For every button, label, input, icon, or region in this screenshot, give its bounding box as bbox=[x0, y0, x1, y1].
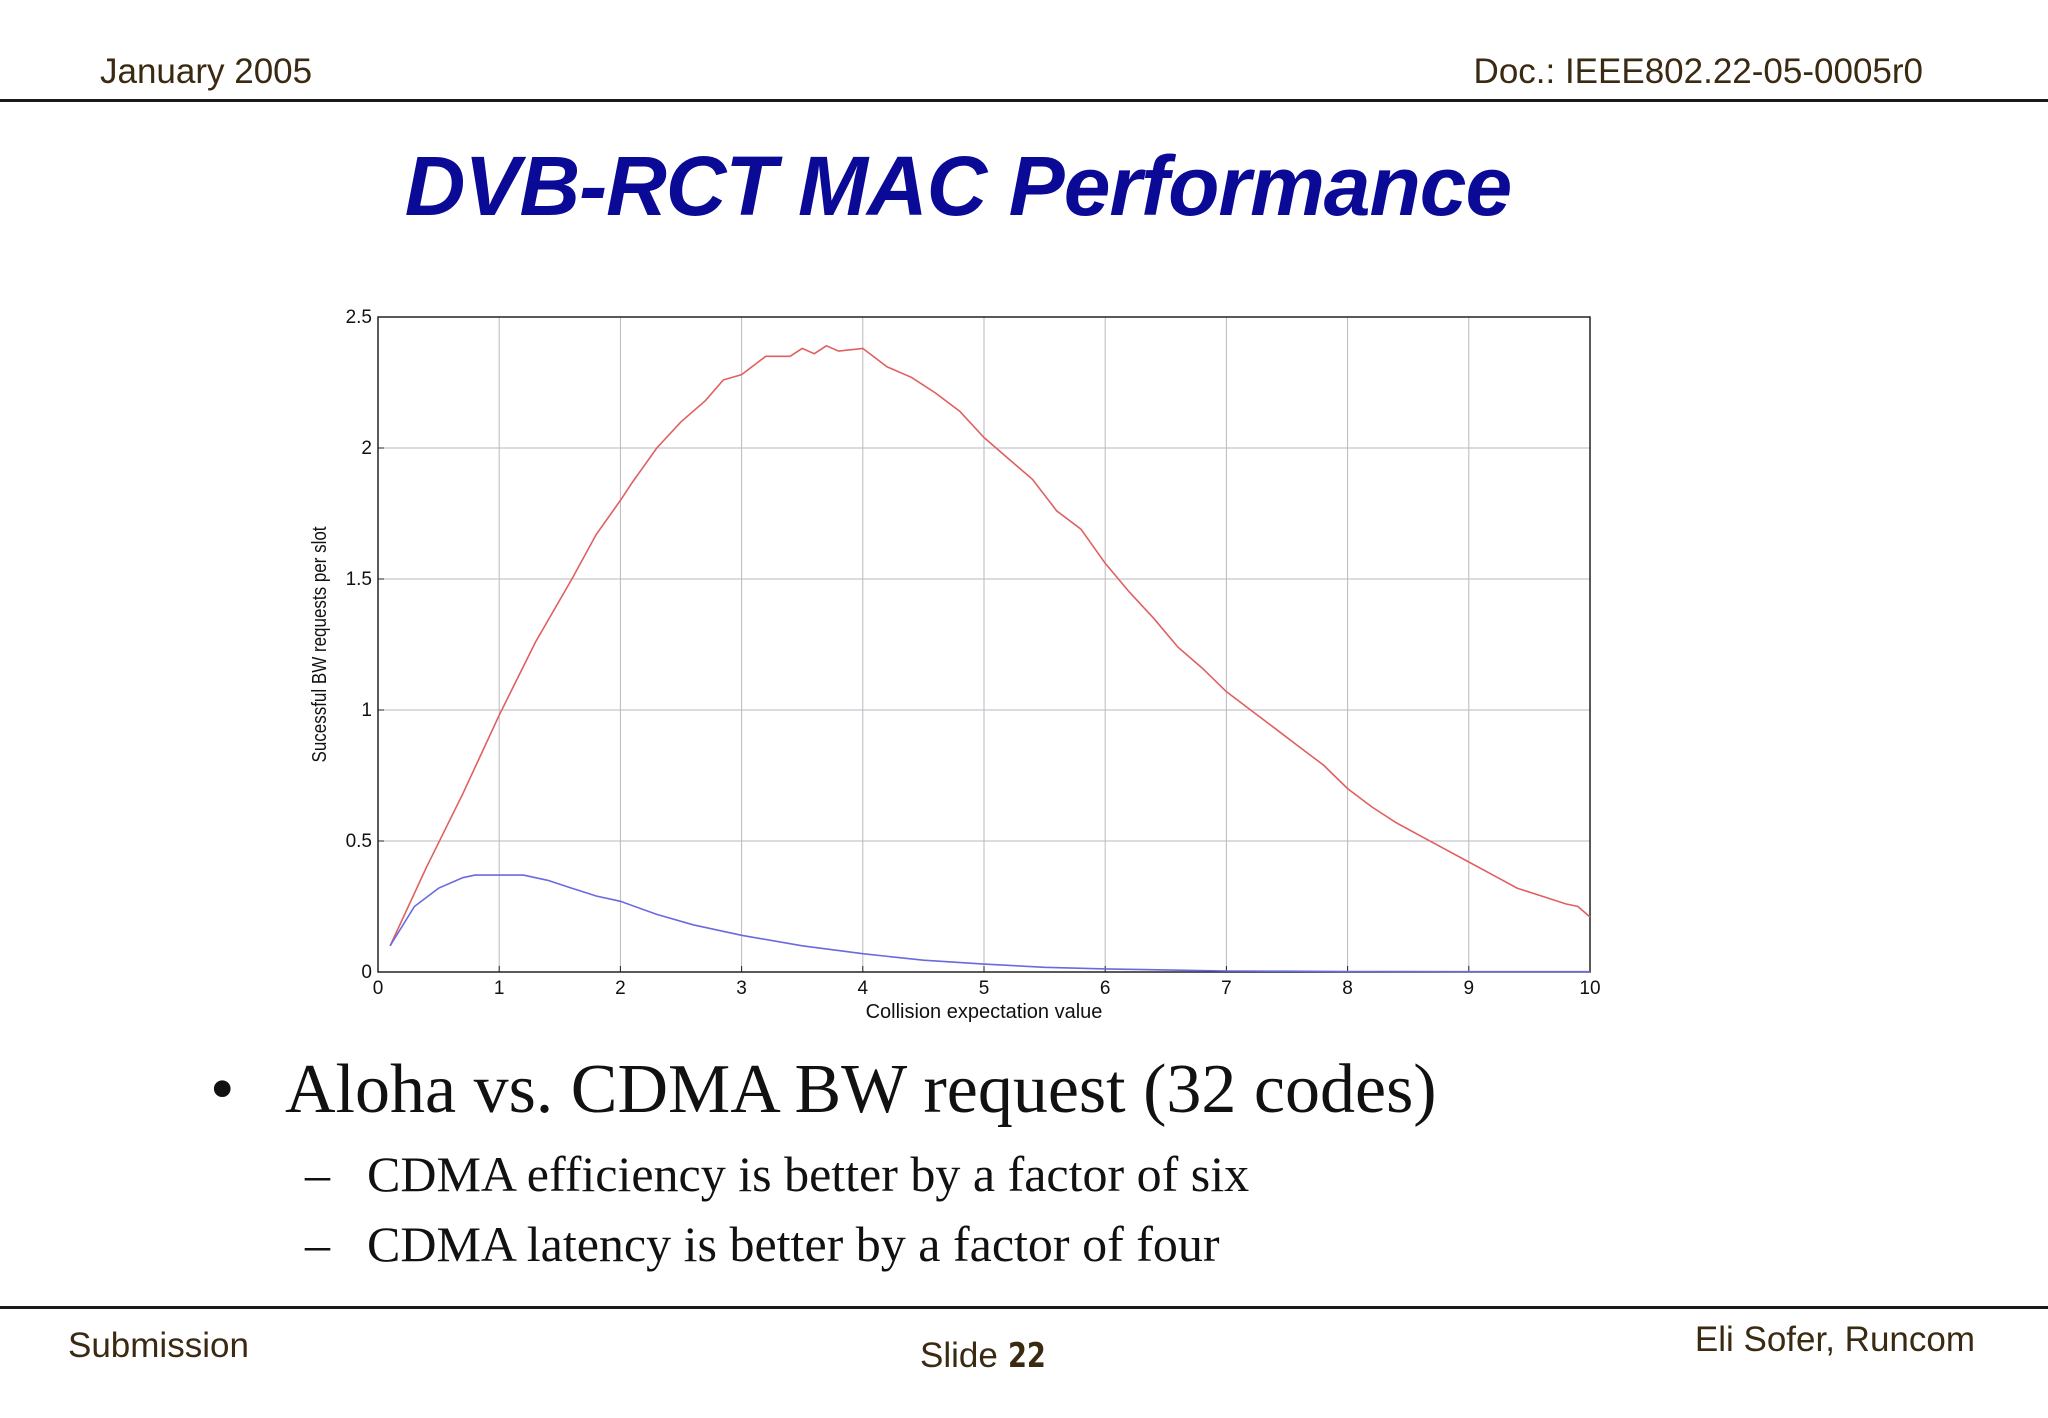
footer-author: Eli Sofer, Runcom bbox=[1694, 1320, 1975, 1359]
footer-slide: Slide 22 bbox=[920, 1336, 1055, 1376]
sub-bullet-1-text: CDMA efficiency is better by a factor of… bbox=[367, 1146, 1250, 1202]
x-tick-label: 5 bbox=[979, 978, 990, 999]
y-tick-label: 1.5 bbox=[346, 569, 372, 590]
x-tick-label: 6 bbox=[1100, 978, 1111, 999]
x-tick-label: 4 bbox=[858, 978, 869, 999]
footer-rule bbox=[0, 1306, 2048, 1309]
y-tick-label: 0.5 bbox=[346, 831, 372, 852]
main-bullet-text: Aloha vs. CDMA BW request (32 codes) bbox=[285, 1051, 1437, 1128]
header-doc-id: Doc.: IEEE802.22-05-0005r0 bbox=[1473, 52, 1923, 91]
sub-bullet-2-text: CDMA latency is better by a factor of fo… bbox=[367, 1216, 1220, 1272]
x-tick-label: 9 bbox=[1464, 978, 1475, 999]
x-tick-label: 3 bbox=[736, 978, 747, 999]
slide-label: Slide bbox=[920, 1336, 998, 1375]
slide-title: DVB-RCT MAC Performance bbox=[404, 139, 1513, 233]
bullet-dot: • bbox=[210, 1051, 235, 1128]
y-tick-label: 2.5 bbox=[346, 307, 372, 328]
sub-bullet-dash: – bbox=[305, 1146, 330, 1202]
y-tick-label: 0 bbox=[361, 962, 372, 983]
sub-bullet-dash: – bbox=[305, 1216, 330, 1272]
x-tick-label: 0 bbox=[373, 978, 384, 999]
series-line-0 bbox=[389, 344, 1591, 947]
series-line-1 bbox=[389, 874, 1590, 973]
slide-number: 22 bbox=[1007, 1336, 1046, 1376]
x-tick-label: 7 bbox=[1221, 978, 1232, 999]
footer-submission: Submission bbox=[68, 1326, 249, 1365]
x-tick-label: 8 bbox=[1342, 978, 1353, 999]
x-tick-label: 10 bbox=[1579, 978, 1600, 999]
x-tick-label: 2 bbox=[615, 978, 626, 999]
y-axis-label: Sucessful BW requests per slot bbox=[308, 526, 331, 763]
x-axis-label: Collision expectation value bbox=[866, 1001, 1103, 1023]
header-rule bbox=[0, 99, 2048, 102]
y-tick-label: 2 bbox=[361, 438, 372, 459]
y-tick-label: 1 bbox=[361, 700, 372, 721]
header-date: January 2005 bbox=[100, 52, 313, 91]
x-tick-label: 1 bbox=[494, 978, 505, 999]
line-chart: 0 1 2 3 4 5 6 7 8 9 10 0 0.5 1 1.5 2 2.5 Collision expect… bbox=[308, 307, 1601, 1023]
